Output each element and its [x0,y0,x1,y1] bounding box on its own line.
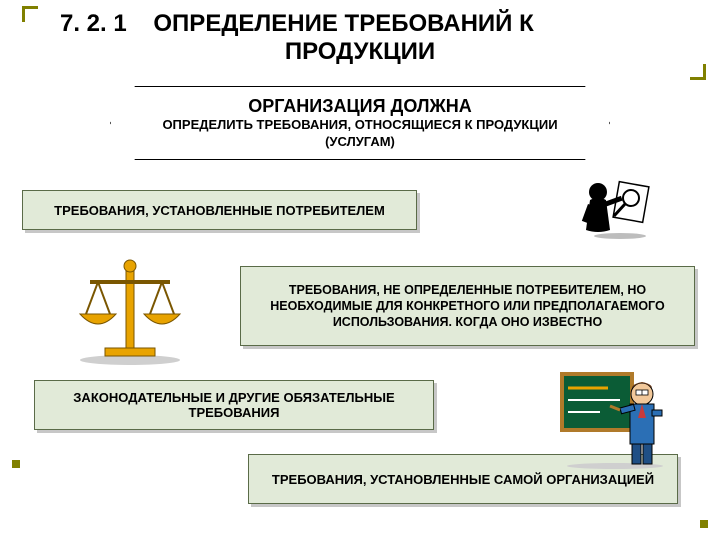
title-corner-br [690,64,706,80]
requirement-box-3: ЗАКОНОДАТЕЛЬНЫЕ И ДРУГИЕ ОБЯЗАТЕЛЬНЫЕ ТР… [34,380,434,430]
title-corner-tl [22,6,38,22]
scales-icon [70,256,190,366]
banner-big: ОРГАНИЗАЦИЯ ДОЛЖНА [248,96,472,117]
footer-marker-tl [12,460,20,468]
slide: 7. 2. 1 ОПРЕДЕЛЕНИЕ ТРЕБОВАНИЙ К ПРОДУКЦ… [0,0,720,540]
box2-text: ТРЕБОВАНИЯ, НЕ ОПРЕДЕЛЕННЫЕ ПОТРЕБИТЕЛЕМ… [251,282,684,331]
banner-small: ОПРЕДЕЛИТЬ ТРЕБОВАНИЯ, ОТНОСЯЩИЕСЯ К ПРО… [140,117,580,150]
requirement-box-2: ТРЕБОВАНИЯ, НЕ ОПРЕДЕЛЕННЫЕ ПОТРЕБИТЕЛЕМ… [240,266,695,346]
hex-text: ОРГАНИЗАЦИЯ ДОЛЖНА ОПРЕДЕЛИТЬ ТРЕБОВАНИЯ… [110,86,610,160]
title-line1: ОПРЕДЕЛЕНИЕ ТРЕБОВАНИЙ К [153,10,533,37]
footer-marker-br [700,520,708,528]
slide-title: 7. 2. 1 ОПРЕДЕЛЕНИЕ ТРЕБОВАНИЙ К ПРОДУКЦ… [60,10,660,66]
title-line2: ПРОДУКЦИИ [60,38,660,66]
box4-text: ТРЕБОВАНИЯ, УСТАНОВЛЕННЫЕ САМОЙ ОРГАНИЗА… [272,472,654,487]
box3-text: ЗАКОНОДАТЕЛЬНЫЕ И ДРУГИЕ ОБЯЗАТЕЛЬНЫЕ ТР… [45,390,423,420]
title-number: 7. 2. 1 [60,10,127,37]
hex-banner: ОРГАНИЗАЦИЯ ДОЛЖНА ОПРЕДЕЛИТЬ ТРЕБОВАНИЯ… [110,86,610,160]
person-searching-icon [560,170,650,240]
requirement-box-1: ТРЕБОВАНИЯ, УСТАНОВЛЕННЫЕ ПОТРЕБИТЕЛЕМ [22,190,417,230]
teacher-board-icon [560,370,670,470]
box1-text: ТРЕБОВАНИЯ, УСТАНОВЛЕННЫЕ ПОТРЕБИТЕЛЕМ [54,203,385,218]
